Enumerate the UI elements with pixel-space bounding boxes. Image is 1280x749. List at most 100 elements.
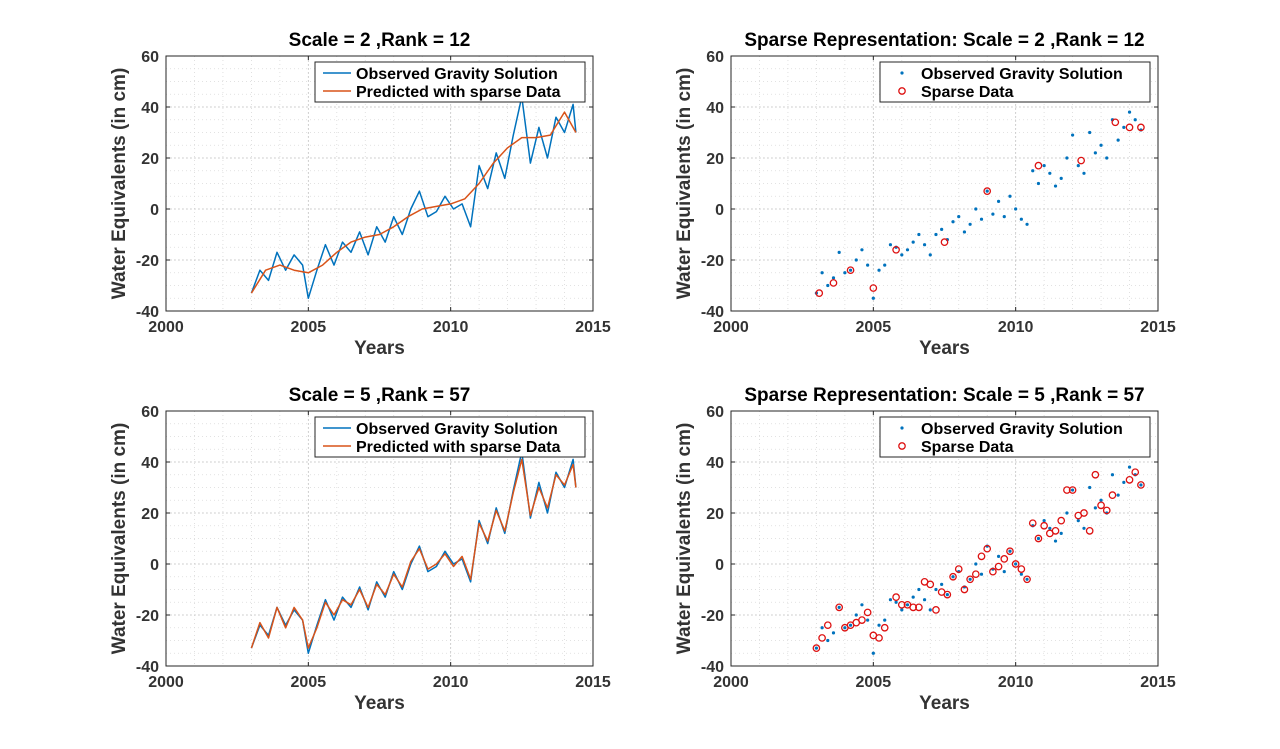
legend-label: Sparse Data (921, 439, 1014, 456)
chart-title: Scale = 5 ,Rank = 57 (289, 385, 471, 406)
data-point (1019, 572, 1023, 576)
x-tick-label: 2010 (433, 319, 469, 336)
data-point (1122, 480, 1126, 484)
sparse-marker (1097, 501, 1105, 510)
sparse-marker (892, 593, 900, 602)
data-point (877, 623, 881, 627)
legend-box (314, 416, 586, 458)
legend-swatch-dot (900, 71, 904, 75)
y-tick-label: 40 (141, 455, 159, 472)
data-point (820, 271, 824, 275)
series-line-0 (250, 96, 577, 300)
sparse-marker (880, 623, 889, 632)
data-point (1088, 485, 1092, 490)
data-point (1105, 156, 1109, 160)
data-point (974, 207, 978, 211)
x-tick-label: 2005 (291, 674, 327, 691)
sparse-marker (1137, 481, 1145, 489)
data-point (866, 618, 870, 622)
sparse-marker (1085, 526, 1094, 535)
sparse-marker (875, 634, 883, 642)
data-point (1093, 506, 1097, 510)
y-tick-label: -40 (701, 304, 724, 321)
subplot-bottom-right: 2000 2005 2010 2015 -40 -20 0 20 40 60 Sparse Repr… (674, 385, 1176, 714)
data-point (1059, 531, 1063, 536)
sparse-marker (977, 552, 986, 561)
data-point (934, 232, 938, 237)
chart-title: Sparse Representation: Scale = 5 ,Rank =… (744, 385, 1144, 406)
data-point (1014, 207, 1018, 211)
data-point (1042, 519, 1046, 523)
data-point (1019, 217, 1023, 221)
sparse-marker (954, 565, 963, 573)
data-point (940, 227, 944, 231)
data-point (1059, 176, 1063, 180)
x-tick-label: 2000 (148, 319, 184, 336)
legend-label: Observed Gravity Solution (921, 66, 1123, 83)
legend-box (879, 416, 1151, 458)
x-tick-label: 2000 (713, 319, 749, 336)
y-tick-label: 20 (141, 506, 159, 523)
sparse-marker (1017, 565, 1026, 573)
data-point (974, 562, 978, 566)
legend-label: Observed Gravity Solution (356, 421, 558, 438)
sparse-marker (1080, 509, 1088, 517)
y-tick-label: -20 (136, 608, 159, 625)
legend-label: Observed Gravity Solution (356, 66, 558, 83)
data-point (1127, 110, 1132, 114)
data-point (1053, 184, 1058, 188)
data-point (968, 222, 972, 226)
data-point (1053, 539, 1058, 543)
data-point (1014, 562, 1018, 566)
y-axis-label: Water Equivalents (in cm) (674, 423, 695, 655)
sparse-marker (983, 187, 992, 195)
data-point (837, 605, 841, 609)
data-point (826, 638, 830, 643)
data-point (922, 598, 927, 602)
data-point (905, 248, 910, 252)
data-point (979, 217, 984, 221)
data-point (854, 613, 858, 617)
y-tick-label: 0 (150, 557, 159, 574)
series-line-1 (250, 458, 577, 649)
data-point (922, 243, 927, 247)
y-tick-label: -20 (136, 253, 159, 270)
sparse-marker (835, 603, 844, 612)
data-point (917, 587, 921, 592)
data-point (1133, 118, 1137, 122)
y-tick-label: -40 (136, 304, 159, 321)
sparse-marker (966, 575, 974, 584)
legend-label: Predicted with sparse Data (356, 84, 561, 101)
sparse-marker (971, 570, 980, 579)
data-point (934, 587, 938, 592)
sparse-marker (815, 289, 824, 297)
x-tick-label: 2015 (1140, 319, 1176, 336)
x-tick-label: 2015 (575, 674, 611, 691)
data-point (1008, 549, 1012, 553)
y-tick-label: 40 (141, 100, 159, 117)
data-point (940, 582, 944, 587)
legend-label: Predicted with sparse Data (356, 439, 561, 456)
data-point (1076, 164, 1080, 168)
sparse-marker (1023, 575, 1031, 584)
data-point (820, 626, 824, 630)
data-point (900, 253, 904, 257)
data-point (911, 595, 915, 599)
sparse-marker (915, 603, 923, 612)
sparse-marker (1077, 156, 1085, 165)
sparse-marker (1034, 534, 1043, 543)
data-point (1110, 473, 1115, 477)
data-point (843, 626, 847, 630)
x-tick-label: 2010 (998, 674, 1034, 691)
data-point (1082, 171, 1086, 175)
sparse-marker (1091, 470, 1100, 479)
sparse-marker (1068, 486, 1077, 494)
sparse-marker (863, 608, 872, 617)
legend-box (879, 61, 1151, 103)
data-point (1002, 570, 1006, 574)
sparse-marker (812, 644, 821, 653)
y-tick-label: 40 (706, 100, 724, 117)
y-tick-label: 20 (706, 506, 724, 523)
